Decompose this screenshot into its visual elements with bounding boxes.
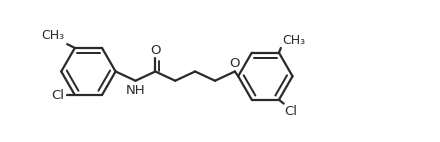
- Text: Cl: Cl: [51, 88, 64, 102]
- Text: O: O: [150, 44, 161, 57]
- Text: CH₃: CH₃: [282, 34, 305, 47]
- Text: CH₃: CH₃: [41, 29, 64, 42]
- Text: NH: NH: [126, 84, 145, 97]
- Text: Cl: Cl: [285, 105, 298, 118]
- Text: O: O: [230, 57, 240, 70]
